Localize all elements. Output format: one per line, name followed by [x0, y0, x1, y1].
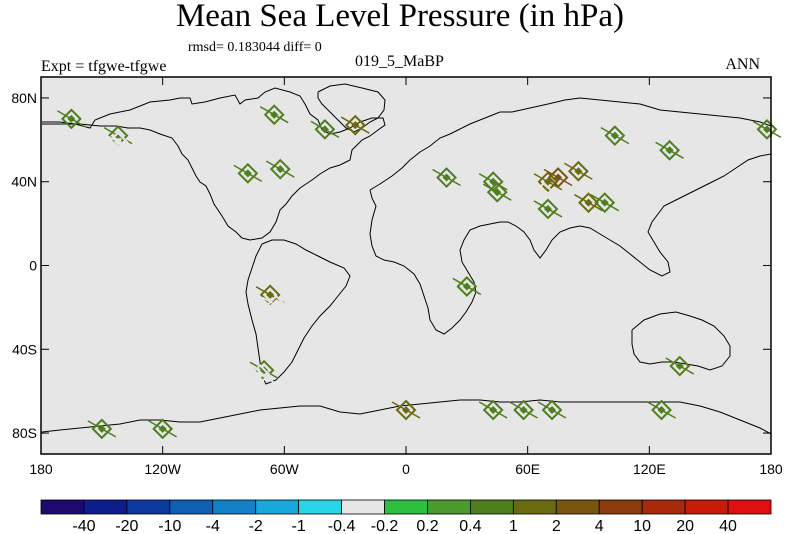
x-tick-label: 60W	[270, 461, 300, 477]
anomaly-mark	[265, 158, 295, 180]
anomaly-mark	[574, 192, 603, 214]
anomaly-mark	[563, 160, 593, 182]
colorbar-label: 0.2	[416, 518, 438, 534]
anomaly-mark	[103, 131, 133, 153]
stats-text: rmsd= 0.183044 diff= 0	[188, 40, 322, 55]
colorbar-swatch	[40, 499, 85, 515]
colorbar-label: -10	[158, 518, 181, 534]
plot-background	[41, 77, 771, 454]
colorbar-label: 4	[595, 518, 604, 534]
x-tick-label: 180	[759, 461, 783, 477]
anomaly-mark	[478, 399, 508, 421]
anomaly-mark	[391, 399, 421, 421]
anomaly-mark	[57, 108, 86, 130]
anomaly-mark	[590, 192, 620, 214]
anomaly-mark	[340, 114, 370, 136]
anomaly-mark	[665, 355, 695, 377]
colorbar-label: -0.4	[328, 518, 356, 534]
anomaly-mark	[259, 104, 289, 126]
anomaly-mark	[310, 118, 340, 140]
y-tick-label: 40S	[12, 341, 37, 357]
anomaly-mark	[452, 276, 482, 297]
colorbar-label: 10	[633, 518, 651, 534]
colorbar-swatch	[212, 499, 257, 515]
y-tick-label: 80N	[11, 90, 37, 106]
coastline-greenland	[317, 83, 386, 133]
anomaly-mark	[537, 399, 567, 421]
anomaly-mark	[432, 167, 461, 188]
center-label: 019_5_MaBP	[355, 53, 444, 70]
colorbar-swatch	[470, 499, 514, 515]
left-label: Expt = tfgwe-tfgwe	[41, 58, 167, 75]
x-tick-label: 120E	[633, 461, 666, 477]
colorbar-swatch	[641, 499, 686, 515]
colorbar-swatch	[427, 499, 471, 515]
colorbar-swatch	[555, 499, 600, 515]
colorbar-label: 1	[509, 518, 518, 534]
colorbar-swatch	[83, 499, 128, 515]
anomaly-mark	[245, 363, 275, 385]
x-tick-label: 120W	[144, 461, 181, 477]
colorbar-swatch	[255, 499, 300, 515]
colorbar-label: -0.2	[371, 518, 399, 534]
anomaly-mark	[600, 125, 630, 147]
colorbar-swatch	[512, 499, 557, 515]
coastline-eurasia-africa	[369, 97, 772, 335]
anomaly-mark	[148, 418, 178, 440]
anomaly-mark	[261, 294, 291, 316]
colorbar-label: 20	[676, 518, 694, 534]
x-tick-label: 60E	[515, 461, 540, 477]
coastline-south-america	[245, 239, 351, 385]
anomaly-mark	[671, 129, 701, 151]
colorbar-swatch	[598, 499, 643, 515]
colorbar-label: -2	[249, 518, 263, 534]
colorbar-label: -4	[206, 518, 220, 534]
colorbar-label: -20	[115, 518, 138, 534]
anomaly-mark	[87, 418, 117, 440]
anomaly-mark	[533, 198, 563, 220]
colorbar-label: 0.4	[459, 518, 481, 534]
colorbar-label: -40	[72, 518, 95, 534]
coastline-australia	[631, 311, 731, 371]
anomaly-mark	[655, 139, 684, 161]
chart-title: Mean Sea Level Pressure (in hPa)	[175, 0, 625, 34]
coastline-north-america	[42, 87, 386, 241]
y-tick-label: 80S	[12, 425, 37, 441]
colorbar-swatch	[684, 499, 729, 515]
anomaly-mark	[543, 167, 573, 188]
anomaly-mark	[509, 399, 538, 421]
y-tick-label: 0	[29, 258, 37, 274]
colorbar-label: -1	[292, 518, 306, 534]
anomaly-mark	[233, 162, 263, 184]
colorbar-label: 40	[719, 518, 737, 534]
colorbar-swatch	[298, 499, 342, 515]
colorbar-swatch	[384, 499, 428, 515]
x-tick-label: 0	[402, 461, 410, 477]
right-label: ANN	[725, 56, 760, 73]
colorbar-swatch	[727, 499, 772, 515]
x-tick-label: 180	[29, 461, 53, 477]
y-tick-label: 40N	[11, 174, 37, 190]
colorbar-swatch	[341, 499, 385, 515]
colorbar-swatch	[169, 499, 214, 515]
anomaly-mark	[529, 181, 559, 203]
anomaly-mark	[647, 399, 676, 421]
anomaly-mark	[752, 118, 782, 140]
colorbar-label: 2	[552, 518, 561, 534]
colorbar-swatch	[126, 499, 171, 515]
anomaly-mark	[482, 181, 512, 203]
